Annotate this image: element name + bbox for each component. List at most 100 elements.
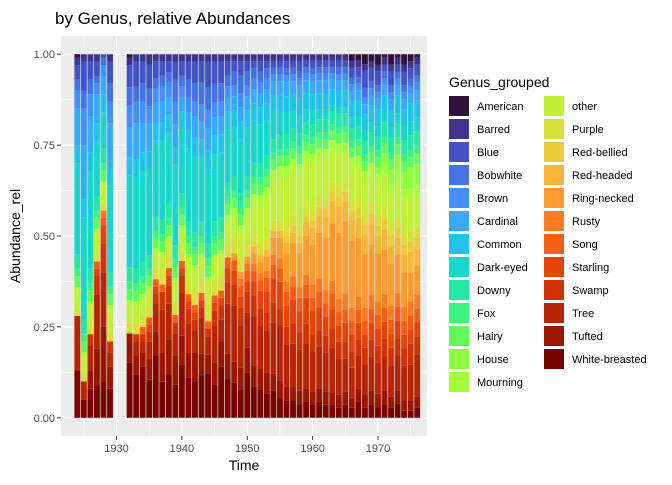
bar-segment-song-1940: [178, 260, 185, 269]
chart-title: by Genus, relative Abundances: [55, 9, 290, 28]
bar-segment-red-headed-1966: [348, 220, 355, 242]
bar-segment-starling-1955: [277, 281, 283, 310]
bar-segment-common-1941: [185, 130, 192, 149]
legend-key-other: [544, 96, 564, 116]
bar-segment-common-1926: [87, 152, 94, 171]
bar-segment-bobwhite-1972: [388, 85, 394, 93]
bar-segment-american-1967: [355, 54, 362, 61]
bar-segment-tufted-1945: [211, 362, 218, 385]
legend-label: Fox: [477, 308, 496, 320]
bar-segment-white-breasted-1936: [152, 355, 159, 418]
bar-segment-starling-1956: [283, 305, 290, 327]
bar-segment-tufted-1952: [257, 368, 264, 390]
bar-segment-barred-1953: [263, 54, 270, 62]
bar-segment-brown-1929: [107, 101, 113, 124]
bar-segment-swamp-1959: [303, 323, 310, 344]
bar-segment-starling-1973: [394, 320, 401, 339]
bar-segment-tufted-1926: [87, 370, 94, 389]
bar-segment-white-breasted-1948: [231, 382, 238, 418]
bar-segment-white-breasted-1971: [381, 404, 388, 418]
legend-label: Downy: [477, 285, 511, 297]
bar-segment-tufted-1927: [94, 348, 100, 386]
bar-segment-song-1963: [329, 293, 336, 310]
bar-segment-common-1954: [270, 94, 277, 112]
bar-segment-blue-1970: [375, 71, 381, 86]
bar-segment-mourning-1954: [270, 169, 277, 180]
bar-segment-song-1960: [309, 297, 316, 312]
legend-item-purple: Purple: [544, 119, 604, 139]
bar-segment-ring-necked-1972: [388, 263, 394, 306]
bar-segment-bobwhite-1968: [361, 87, 368, 98]
bar-segment-brown-1926: [87, 94, 94, 116]
bar-segment-downy-1966: [348, 127, 355, 141]
bar-segment-downy-1924: [74, 254, 81, 269]
bar-segment-american-1972: [388, 54, 394, 65]
bar-segment-purple-1966: [348, 200, 355, 211]
bar-segment-ring-necked-1949: [237, 271, 244, 279]
bar-segment-purple-1962: [322, 198, 329, 209]
bar-segment-bobwhite-1956: [283, 68, 290, 76]
x-tick-label: 1930: [104, 443, 128, 455]
bar-segment-white-breasted-1924: [74, 370, 81, 418]
bar-segment-cardinal-1950: [244, 96, 251, 111]
bar-segment-barred-1957: [290, 54, 296, 61]
bar-segment-white-breasted-1944: [205, 373, 211, 418]
legend-item-tufted: Tufted: [544, 326, 603, 346]
bar-segment-barred-1945: [211, 54, 218, 62]
bar-segment-other-1934: [139, 297, 146, 316]
bar-segment-tufted-1976: [414, 396, 421, 408]
bar-segment-common-1944: [205, 150, 211, 170]
bar-segment-red-bellied-1970: [375, 225, 381, 236]
bar-segment-other-1938: [165, 239, 172, 258]
bar-segment-downy-1935: [146, 255, 153, 269]
bar-segment-brown-1956: [283, 75, 290, 83]
legend-key-house: [449, 349, 469, 369]
bar-segment-downy-1950: [244, 176, 251, 191]
bar-segment-bobwhite-1963: [329, 66, 336, 74]
bar-segment-tufted-1943: [198, 353, 205, 376]
bar-segment-hairy-1947: [224, 203, 231, 215]
bar-segment-dark-eyed-1961: [316, 109, 323, 120]
bar-segment-purple-1950: [244, 242, 251, 257]
bar-segment-tree-1974: [401, 365, 408, 401]
bar-segment-brown-1950: [244, 85, 251, 97]
bar-segment-dark-eyed-1975: [407, 121, 414, 136]
bar-segment-hairy-1927: [94, 217, 100, 229]
bar-segment-cardinal-1961: [316, 80, 323, 94]
bar-segment-hairy-1969: [368, 152, 375, 163]
bar-segment-downy-1969: [368, 132, 375, 146]
bar-segment-red-bellied-1962: [322, 208, 329, 218]
bar-segment-downy-1939: [172, 245, 179, 260]
bar-segment-other-1939: [172, 281, 179, 304]
bar-segment-song-1943: [198, 293, 205, 301]
bar-segment-red-headed-1957: [290, 232, 296, 243]
bar-segment-blue-1929: [107, 61, 113, 84]
legend-key-tufted: [544, 326, 564, 346]
bar-segment-mourning-1936: [152, 248, 159, 252]
bar-segment-american-1973: [394, 54, 401, 58]
bar-segment-blue-1934: [139, 61, 146, 84]
bar-segment-cardinal-1925: [80, 145, 87, 200]
bar-segment-tufted-1933: [133, 356, 140, 375]
bar-segment-dark-eyed-1932: [126, 175, 133, 268]
bar-segment-rusty-1957: [290, 276, 296, 287]
bar-segment-mourning-1948: [231, 208, 238, 216]
bar-segment-song-1969: [368, 309, 375, 323]
bar-segment-brown-1933: [133, 101, 140, 124]
bar-segment-common-1932: [126, 157, 133, 176]
bar-segment-starling-1938: [165, 275, 172, 286]
bar-segment-purple-1942: [192, 290, 198, 306]
bar-segment-fox-1951: [250, 176, 257, 184]
bar-segment-dark-eyed-1934: [139, 170, 146, 262]
bar-segment-swamp-1934: [139, 334, 146, 342]
bar-segment-tree-1935: [146, 341, 153, 359]
bar-segment-bobwhite-1946: [218, 83, 225, 102]
bar-segment-tufted-1948: [231, 361, 238, 383]
bar-segment-cardinal-1927: [94, 94, 100, 124]
bar-segment-barred-1974: [401, 64, 408, 72]
bar-segment-red-headed-1968: [361, 234, 368, 255]
bar-segment-purple-1940: [178, 250, 185, 261]
bar-segment-dark-eyed-1953: [263, 120, 270, 156]
bar-segment-swamp-1940: [178, 275, 185, 294]
bar-segment-bobwhite-1961: [316, 67, 323, 74]
